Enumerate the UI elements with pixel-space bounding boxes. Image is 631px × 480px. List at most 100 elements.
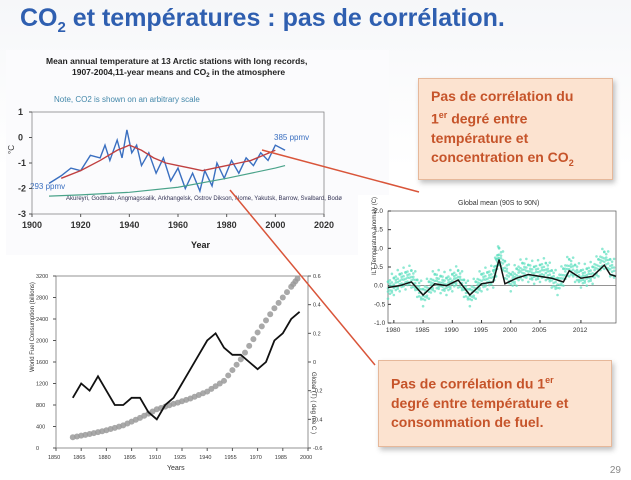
global-scatter-point bbox=[603, 257, 606, 260]
arctic-title-line2: 1907-2004,11-year means and CO2 in the a… bbox=[72, 67, 285, 79]
global-scatter-point bbox=[466, 296, 470, 299]
global-scatter-point bbox=[484, 284, 487, 288]
callout-fuel-line2: degré entre température et bbox=[391, 394, 569, 411]
global-scatter-point bbox=[593, 266, 596, 269]
global-scatter-point bbox=[390, 291, 394, 294]
global-scatter-point bbox=[503, 269, 507, 273]
global-scatter-point bbox=[431, 278, 435, 282]
global-scatter-point bbox=[532, 272, 536, 275]
global-scatter-point bbox=[429, 281, 433, 284]
global-scatter-point bbox=[560, 281, 563, 285]
global-scatter-point bbox=[573, 270, 577, 273]
global-scatter-point bbox=[604, 262, 608, 266]
global-scatter-point bbox=[484, 266, 487, 269]
global-scatter-point bbox=[610, 263, 614, 267]
global-scatter-point bbox=[560, 273, 563, 277]
fuel-consumption-point bbox=[258, 323, 265, 330]
global-scatter-point bbox=[509, 282, 513, 286]
fuel-xtick-label: 1880 bbox=[98, 455, 110, 461]
arctic-ytick-label: 0 bbox=[18, 133, 23, 143]
global-scatter-point bbox=[489, 264, 493, 268]
global-scatter-point bbox=[540, 272, 544, 276]
global-scatter-point bbox=[408, 273, 411, 276]
global-ytick-label: -1.0 bbox=[374, 320, 386, 327]
global-scatter-point bbox=[501, 262, 505, 265]
global-scatter-point bbox=[517, 268, 520, 272]
callout-co2: Pas de corrélation du 1er degré entre te… bbox=[418, 78, 613, 180]
global-scatter-point bbox=[523, 262, 526, 265]
global-title: Global mean (90S to 90N) bbox=[458, 200, 539, 207]
global-scatter-point bbox=[511, 284, 515, 287]
global-scatter-point bbox=[564, 267, 567, 271]
global-scatter-point bbox=[591, 282, 594, 286]
fuel-consumption-point bbox=[246, 342, 253, 349]
global-scatter-point bbox=[583, 262, 587, 266]
global-scatter-point bbox=[612, 276, 616, 279]
page-number: 29 bbox=[609, 465, 621, 476]
global-scatter-point bbox=[392, 283, 396, 286]
global-scatter-point bbox=[606, 266, 610, 270]
global-scatter-point bbox=[521, 268, 524, 271]
callout-co2-line1: Pas de corrélation du bbox=[431, 88, 574, 104]
global-scatter-point bbox=[470, 298, 474, 302]
global-scatter-point bbox=[392, 293, 396, 297]
global-scatter-point bbox=[388, 282, 392, 285]
fuel-consumption-point bbox=[284, 289, 290, 296]
global-scatter-point bbox=[511, 281, 515, 284]
global-scatter-point bbox=[486, 277, 489, 281]
global-scatter-point bbox=[390, 281, 394, 284]
global-scatter-point bbox=[406, 270, 409, 273]
global-scatter-point bbox=[513, 280, 516, 284]
fuel-ytick-right-label: 0.4 bbox=[313, 303, 321, 309]
global-scatter-point bbox=[478, 286, 481, 290]
global-scatter-point bbox=[528, 264, 532, 267]
global-scatter-point bbox=[454, 277, 458, 280]
global-scatter-point bbox=[571, 275, 575, 278]
global-scatter-point bbox=[466, 279, 470, 282]
fuel-consumption-point bbox=[279, 294, 286, 301]
global-scatter-point bbox=[595, 255, 598, 258]
global-scatter-point bbox=[569, 273, 573, 276]
global-scatter-point bbox=[431, 288, 435, 292]
global-scatter-point bbox=[421, 304, 425, 308]
global-scatter-point bbox=[558, 283, 561, 287]
global-scatter-point bbox=[606, 258, 610, 262]
global-scatter-point bbox=[548, 278, 552, 281]
global-scatter-point bbox=[386, 290, 390, 293]
global-scatter-point bbox=[472, 294, 476, 297]
fuel-consumption-point bbox=[242, 349, 248, 356]
global-scatter-point bbox=[538, 270, 542, 273]
global-scatter-point bbox=[515, 267, 518, 270]
global-scatter-point bbox=[396, 280, 400, 284]
global-scatter-point bbox=[564, 264, 567, 267]
global-scatter-point bbox=[413, 278, 417, 282]
global-scatter-point bbox=[519, 266, 522, 270]
global-scatter-point bbox=[486, 288, 489, 291]
global-scatter-point bbox=[505, 270, 509, 273]
title-co: CO bbox=[20, 4, 58, 32]
global-scatter-point bbox=[525, 257, 528, 261]
global-scatter-point bbox=[447, 288, 450, 292]
global-scatter-point bbox=[571, 268, 575, 271]
global-scatter-point bbox=[513, 272, 516, 276]
fuel-consumption-point bbox=[225, 372, 232, 379]
fuel-temperature-raw-line bbox=[72, 311, 300, 420]
global-scatter-point bbox=[556, 293, 559, 297]
global-scatter-point bbox=[554, 280, 557, 284]
global-ytick-label: 0.0 bbox=[374, 283, 383, 290]
global-scatter-point bbox=[415, 278, 419, 281]
global-scatter-point bbox=[544, 278, 548, 282]
global-scatter-point bbox=[462, 278, 466, 281]
global-scatter-point bbox=[388, 292, 392, 296]
global-scatter-point bbox=[501, 266, 505, 270]
global-scatter-point bbox=[552, 274, 555, 278]
global-scatter-point bbox=[525, 276, 528, 279]
fuel-xtick-label: 1910 bbox=[149, 455, 161, 461]
global-scatter-point bbox=[542, 265, 546, 269]
global-ytick-label: 2.0 bbox=[374, 208, 383, 215]
fuel-plot-frame bbox=[55, 275, 309, 449]
global-chart-svg: Global mean (90S to 90N) ILT Temperature… bbox=[372, 197, 617, 334]
global-scatter-point bbox=[603, 250, 606, 253]
global-scatter-point bbox=[523, 272, 526, 275]
global-scatter-point bbox=[499, 256, 503, 260]
